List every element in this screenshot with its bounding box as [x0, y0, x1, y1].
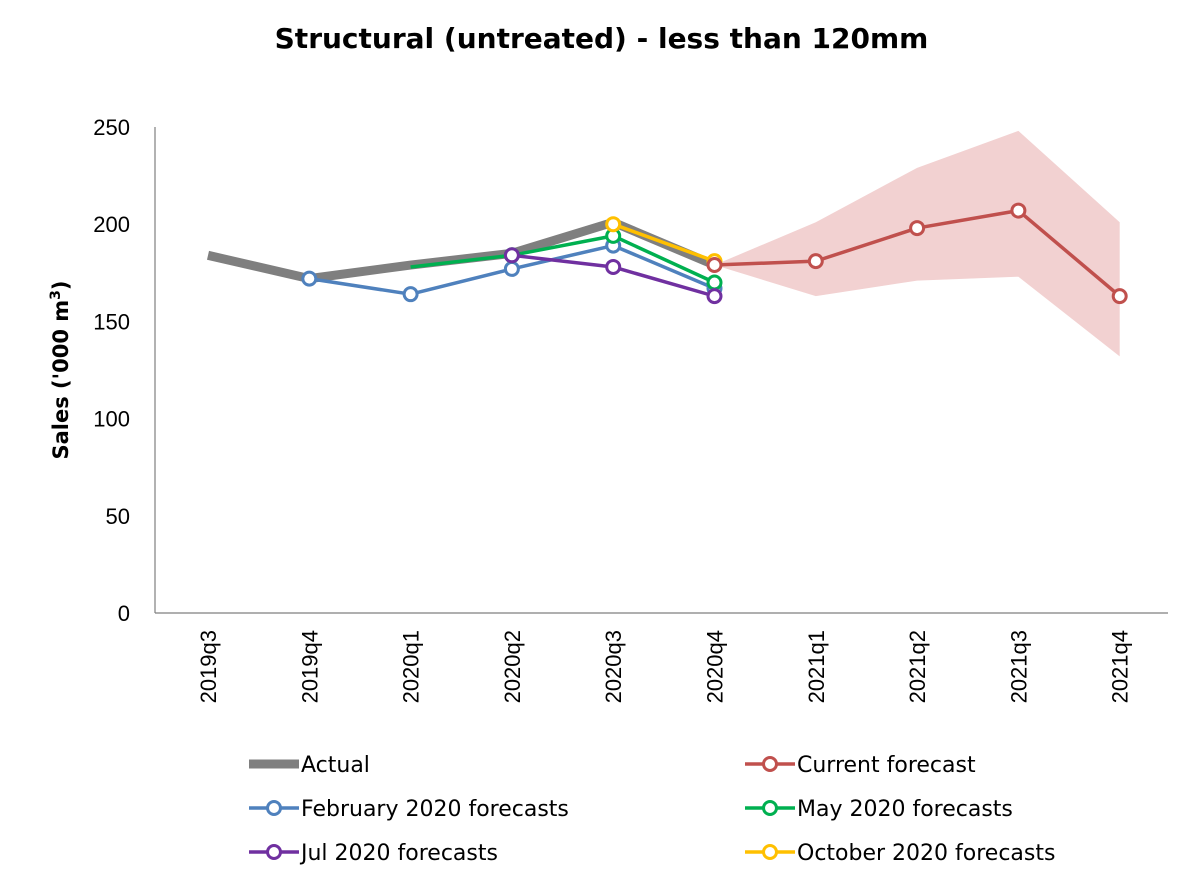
- legend-item-may-2020-forecasts: May 2020 forecasts: [745, 797, 1013, 822]
- x-tick-label: 2021q4: [1108, 630, 1133, 703]
- y-tick-label: 150: [93, 309, 130, 334]
- data-point: [605, 216, 622, 233]
- legend-label: Current forecast: [797, 753, 976, 778]
- legend-marker: [266, 844, 282, 860]
- legend-item-actual: Actual: [249, 753, 370, 778]
- forecast-range-band: [714, 130, 1120, 357]
- axes: 0 50 100 150 200 250 2019q3 2019q4 2020q1 2020q2 2…: [93, 115, 1168, 703]
- data-point: [503, 260, 520, 277]
- data-point: [605, 258, 622, 275]
- data-point: [301, 270, 318, 287]
- legend-marker: [762, 800, 778, 816]
- forecast-band-layer: [714, 130, 1120, 357]
- y-axis-label-superscript: 3: [48, 290, 64, 300]
- series-current-forecast: [706, 202, 1128, 305]
- y-axis-label: Sales ('000 m3): [48, 281, 73, 460]
- x-tick-label: 2021q1: [804, 630, 829, 703]
- legend-label: October 2020 forecasts: [797, 841, 1055, 866]
- x-tick-label: 2020q4: [703, 630, 728, 703]
- legend-marker: [762, 844, 778, 860]
- y-axis-label-main: Sales ('000 m: [49, 300, 73, 460]
- series-actual: [206, 217, 717, 284]
- legend-item-october-2020-forecasts: October 2020 forecasts: [745, 841, 1055, 866]
- data-point: [909, 220, 926, 237]
- y-tick-label: 50: [106, 504, 130, 529]
- legend-label: February 2020 forecasts: [301, 797, 569, 822]
- data-point: [706, 257, 723, 274]
- y-tick-label: 0: [118, 601, 130, 626]
- series-line: [410, 234, 716, 285]
- x-tick-label: 2020q2: [500, 630, 525, 703]
- data-point: [706, 288, 723, 305]
- chart-title: Structural (untreated) - less than 120mm: [274, 22, 929, 55]
- legend-label: May 2020 forecasts: [797, 797, 1013, 822]
- x-tick-label: 2020q3: [601, 630, 626, 703]
- x-tick-label: 2021q3: [1006, 630, 1031, 703]
- legend-marker: [266, 800, 282, 816]
- legend-item-current-forecast: Current forecast: [745, 753, 976, 778]
- y-tick-label: 100: [93, 407, 130, 432]
- y-axis-label-close: ): [49, 281, 73, 291]
- data-point: [1111, 288, 1128, 305]
- series-layer: [206, 202, 1128, 305]
- data-point: [1010, 202, 1027, 219]
- series-line: [206, 217, 717, 284]
- y-tick-label: 200: [93, 212, 130, 237]
- series-line: [612, 222, 716, 263]
- legend-label: Actual: [301, 753, 370, 778]
- legend-item-february-2020-forecasts: February 2020 forecasts: [249, 797, 569, 822]
- x-tick-label: 2021q2: [905, 630, 930, 703]
- x-tick-label: 2020q1: [399, 630, 424, 703]
- x-tick-label: 2019q4: [297, 630, 322, 703]
- data-point: [402, 286, 419, 303]
- legend: Actual Current forecast February 2020 fore…: [249, 753, 1055, 866]
- data-point: [807, 253, 824, 270]
- series-jul-2020-forecasts: [503, 247, 723, 305]
- y-tick-label: 250: [93, 115, 130, 140]
- data-point: [503, 247, 520, 264]
- legend-label: Jul 2020 forecasts: [299, 841, 498, 866]
- data-point: [706, 274, 723, 291]
- legend-marker: [762, 756, 778, 772]
- legend-item-jul-2020-forecasts: Jul 2020 forecasts: [249, 841, 498, 866]
- x-tick-label: 2019q3: [196, 630, 221, 703]
